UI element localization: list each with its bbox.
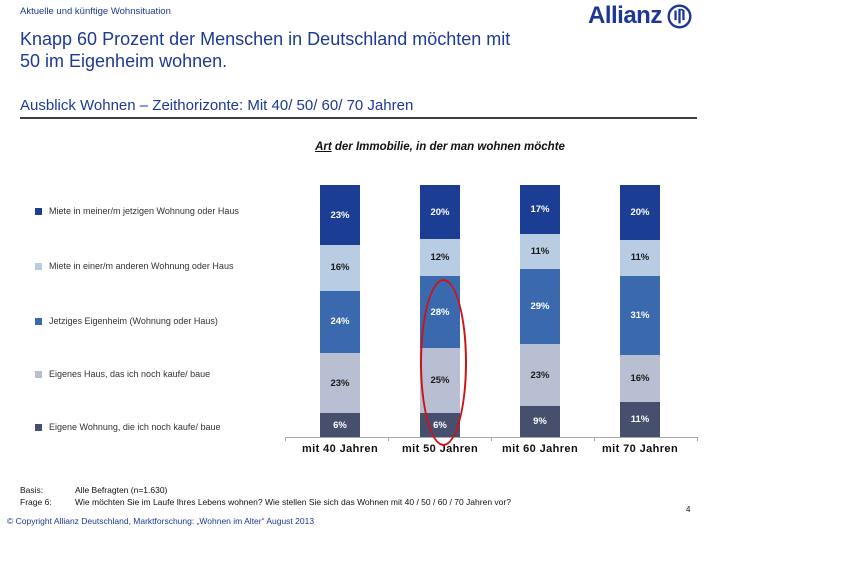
category-label: mit 60 Jahren — [501, 443, 579, 455]
segment-value-label: 23% — [530, 369, 550, 381]
slide-title-line2: 50 im Eigenheim wohnen. — [20, 51, 228, 71]
bar-column: 23% 16% 24% 23% 6% — [320, 185, 360, 437]
segment-value-label: 28% — [430, 306, 450, 318]
bar-segment: 11% — [620, 401, 660, 437]
frage-label: Frage 6: — [20, 497, 52, 507]
segment-value-label: 20% — [430, 206, 450, 218]
segment-value-label: 6% — [433, 419, 447, 431]
slide-title-line1: Knapp 60 Prozent der Menschen in Deutsch… — [20, 29, 511, 49]
slide-eyebrow: Aktuelle und künftige Wohnsituation — [20, 6, 171, 17]
frage-value: Wie möchten Sie im Laufe Ihres Lebens wo… — [75, 497, 511, 507]
axis-tick — [388, 437, 389, 441]
legend-label: Eigenes Haus, das ich noch kaufe/ baue — [49, 369, 211, 379]
segment-value-label: 23% — [330, 209, 350, 221]
legend-label: Jetziges Eigenheim (Wohnung oder Haus) — [49, 316, 218, 326]
bar-segment: 17% — [520, 185, 560, 234]
legend-item: Jetziges Eigenheim (Wohnung oder Haus) — [35, 316, 218, 326]
slide-title: Knapp 60 Prozent der Menschen in Deutsch… — [20, 28, 660, 72]
segment-value-label: 6% — [333, 419, 347, 431]
allianz-logo: Allianz — [588, 2, 692, 30]
chart-title: Art der Immobilie, in der man wohnen möc… — [250, 141, 630, 153]
axis-tick — [697, 437, 698, 441]
slide-subtitle: Ausblick Wohnen – Zeithorizonte: Mit 40/… — [20, 97, 414, 114]
basis-label: Basis: — [20, 485, 44, 495]
page-number: 4 — [686, 505, 691, 514]
legend-swatch-icon — [35, 370, 42, 378]
axis-tick — [285, 437, 286, 441]
bar-segment: 6% — [420, 413, 460, 437]
basis-value: Alle Befragten (n=1.630) — [75, 485, 168, 495]
legend-swatch-icon — [35, 423, 42, 431]
bar-column: 20% 11% 31% 16% 11% — [620, 185, 660, 437]
bar-column: 17% 11% 29% 23% 9% — [520, 185, 560, 437]
bar-segment: 23% — [320, 185, 360, 246]
category-label: mit 40 Jahren — [301, 443, 379, 455]
allianz-wordmark: Allianz — [588, 2, 662, 29]
bar-segment: 23% — [520, 344, 560, 407]
chart-title-rest: der Immobilie, in der man wohnen möchte — [331, 141, 565, 153]
legend-item: Eigene Wohnung, die ich noch kaufe/ baue — [35, 422, 220, 432]
legend-label: Miete in meiner/m jetzigen Wohnung oder … — [49, 206, 239, 216]
bar-segment: 16% — [620, 355, 660, 402]
category-label: mit 70 Jahren — [601, 443, 679, 455]
bar-segment: 29% — [520, 268, 560, 345]
segment-value-label: 9% — [533, 416, 547, 428]
bar-segment: 16% — [320, 245, 360, 291]
stacked-bar-plot: 23% 16% 24% 23% 6% 20% 12% 28% 25% 6% 17% 11% 29% 23%… — [285, 185, 697, 437]
segment-value-label: 31% — [630, 309, 650, 321]
segment-value-label: 24% — [330, 316, 350, 328]
segment-value-label: 29% — [530, 301, 550, 313]
segment-value-label: 11% — [630, 413, 650, 425]
bar-segment: 6% — [320, 413, 360, 437]
segment-value-label: 16% — [330, 262, 350, 274]
legend-swatch-icon — [35, 207, 42, 215]
category-label: mit 50 Jahren — [401, 443, 479, 455]
chart-title-underlined: Art — [315, 141, 332, 153]
legend-label: Eigene Wohnung, die ich noch kaufe/ baue — [49, 422, 221, 432]
bar-segment: 9% — [520, 406, 560, 437]
segment-value-label: 11% — [630, 252, 650, 264]
bar-segment: 20% — [620, 185, 660, 241]
legend-label: Miete in einer/m anderen Wohnung oder Ha… — [49, 261, 234, 271]
legend-swatch-icon — [35, 317, 42, 325]
copyright-line: © Copyright Allianz Deutschland, Marktfo… — [7, 516, 315, 526]
segment-value-label: 25% — [430, 374, 450, 386]
bar-segment: 25% — [420, 347, 460, 414]
subtitle-divider — [20, 117, 697, 119]
bar-column: 20% 12% 28% 25% 6% — [420, 185, 460, 437]
axis-tick — [491, 437, 492, 441]
bar-segment: 23% — [320, 352, 360, 414]
segment-value-label: 12% — [430, 252, 450, 264]
legend-swatch-icon — [35, 262, 42, 270]
bar-segment: 28% — [420, 276, 460, 348]
axis-tick — [594, 437, 595, 441]
bar-segment: 12% — [420, 239, 460, 277]
bar-segment: 31% — [620, 275, 660, 356]
segment-value-label: 23% — [330, 377, 350, 389]
bar-segment: 20% — [420, 185, 460, 240]
bar-segment: 11% — [620, 240, 660, 276]
frage-row: Frage 6: Wie möchten Sie im Laufe Ihres L… — [20, 497, 511, 507]
legend-item: Eigenes Haus, das ich noch kaufe/ baue — [35, 369, 210, 379]
bar-segment: 11% — [520, 233, 560, 269]
segment-value-label: 11% — [530, 245, 550, 257]
basis-row: Basis: Alle Befragten (n=1.630) — [20, 485, 167, 495]
allianz-emblem-icon — [667, 3, 692, 29]
segment-value-label: 16% — [630, 372, 650, 384]
bar-segment: 24% — [320, 290, 360, 353]
legend-item: Miete in einer/m anderen Wohnung oder Ha… — [35, 261, 233, 271]
legend-item: Miete in meiner/m jetzigen Wohnung oder … — [35, 206, 239, 216]
segment-value-label: 17% — [530, 203, 550, 215]
segment-value-label: 20% — [630, 207, 650, 219]
